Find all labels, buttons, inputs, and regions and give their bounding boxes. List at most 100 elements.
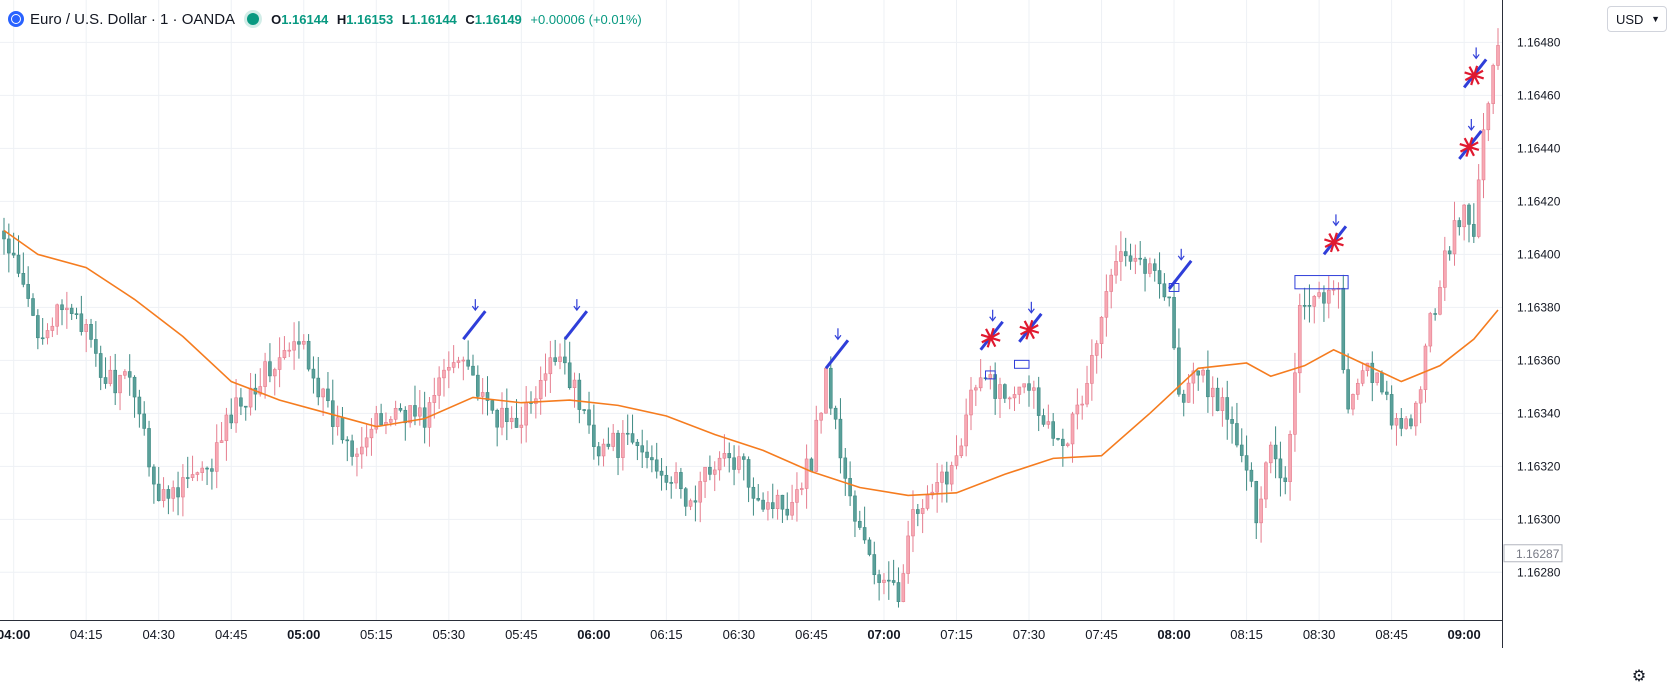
candle <box>582 409 586 415</box>
candle-body <box>896 582 901 602</box>
candle <box>287 342 292 358</box>
candle-body <box>263 361 267 387</box>
candle <box>524 386 528 443</box>
candle-body <box>712 469 717 475</box>
candle-body <box>780 494 785 510</box>
candle <box>1302 287 1307 320</box>
candle <box>1220 387 1225 427</box>
price-tick-label: 1.16480 <box>1517 35 1561 49</box>
candle-body <box>427 402 432 428</box>
candle-body <box>1399 418 1404 429</box>
candle <box>1264 461 1268 509</box>
candle-body <box>282 350 287 358</box>
candle-body <box>1201 369 1205 376</box>
candle-body <box>843 457 848 479</box>
candle <box>1278 441 1283 497</box>
candle-body <box>1384 391 1389 395</box>
candle-body <box>1085 383 1089 405</box>
candle <box>1075 388 1080 430</box>
candle-body <box>1472 224 1476 237</box>
candle <box>224 407 229 461</box>
candle-body <box>268 361 272 377</box>
candle <box>176 471 180 516</box>
candle <box>1418 386 1423 424</box>
candle <box>925 485 930 511</box>
gear-icon[interactable]: ⚙ <box>1631 668 1647 685</box>
candle <box>930 483 935 500</box>
candle-body <box>127 371 132 378</box>
candle-body <box>1167 296 1172 299</box>
candle-body <box>775 494 780 509</box>
candle <box>969 377 973 431</box>
signal-line <box>1168 259 1193 290</box>
candle-body <box>132 376 137 398</box>
candle <box>2 217 6 255</box>
candle <box>1128 243 1133 270</box>
currency-selector[interactable]: USD ▼ <box>1607 6 1667 32</box>
symbol-title[interactable]: Euro / U.S. Dollar · 1 · OANDA <box>30 10 236 28</box>
candle <box>84 319 88 353</box>
time-tick-label: 07:45 <box>1085 627 1118 642</box>
candle <box>466 340 470 370</box>
candle-body <box>505 407 509 422</box>
candle-body <box>1418 389 1423 404</box>
candle-body <box>911 509 915 537</box>
candle-body <box>1428 313 1433 347</box>
candle-body <box>1099 316 1104 344</box>
candle-body <box>732 457 736 470</box>
candle <box>432 377 437 419</box>
candle-body <box>1249 469 1254 482</box>
candle-body <box>1331 288 1336 291</box>
candles <box>2 28 1500 608</box>
candle <box>1167 296 1172 307</box>
candle-body <box>572 379 577 388</box>
candle-body <box>1191 370 1196 384</box>
high-value: 1.16153 <box>346 11 394 27</box>
candle <box>1022 383 1026 394</box>
candle <box>1090 339 1094 401</box>
candle-body <box>1172 297 1176 349</box>
candle-body <box>1447 250 1452 255</box>
time-tick-label: 07:15 <box>940 627 973 642</box>
candle-body <box>1404 418 1408 429</box>
price-tick-label: 1.16400 <box>1517 247 1561 261</box>
sell-signal-star-marker <box>979 309 1004 351</box>
candle-body <box>1268 444 1273 464</box>
candle <box>1036 376 1041 432</box>
candle-body <box>509 417 514 422</box>
down-arrowhead-icon <box>989 316 997 322</box>
candle-body <box>717 457 722 471</box>
candle <box>1360 362 1365 387</box>
candle-body <box>621 432 625 458</box>
candle <box>340 407 345 444</box>
candle-body <box>1012 394 1017 399</box>
candle-body <box>45 330 50 339</box>
candle <box>427 397 432 447</box>
candle-body <box>413 405 417 417</box>
candle <box>1191 362 1196 404</box>
currency-logo-icon[interactable] <box>8 11 24 27</box>
candle-body <box>219 440 224 443</box>
candle-body <box>297 341 301 345</box>
candle <box>127 354 132 396</box>
candle <box>1467 203 1471 243</box>
time-tick-label: 06:30 <box>723 627 756 642</box>
candle-body <box>65 307 69 311</box>
candle-body <box>1389 394 1394 426</box>
candle-body <box>853 495 857 522</box>
price-tick-label: 1.16320 <box>1517 459 1561 473</box>
candle <box>1109 268 1114 309</box>
candle-body <box>640 445 645 453</box>
candle-body <box>1259 498 1263 524</box>
star-icon <box>1459 141 1479 153</box>
candle-body <box>118 374 122 394</box>
candle-body <box>1360 370 1365 384</box>
candle-body <box>239 397 243 407</box>
candle <box>901 564 906 603</box>
candle-body <box>756 498 761 501</box>
candle <box>558 343 562 370</box>
candle <box>171 480 176 512</box>
candle-body <box>848 478 852 497</box>
candle <box>1032 380 1036 409</box>
